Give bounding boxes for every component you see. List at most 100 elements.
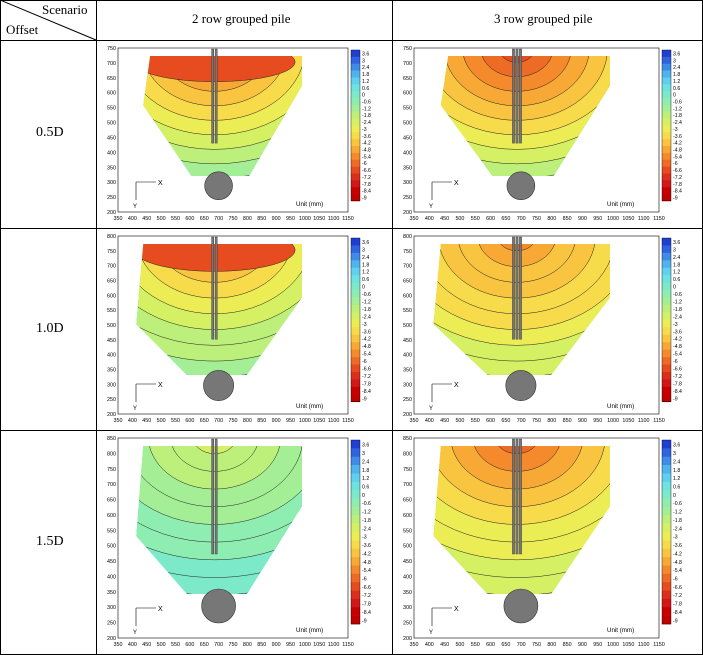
unit-label: Unit (mm) (296, 403, 323, 410)
x-tick-label: 600 (486, 418, 495, 424)
colorbar-swatch (662, 260, 671, 269)
colorbar-tick-label: -1.8 (673, 518, 682, 524)
colorbar-swatch (662, 104, 671, 113)
x-tick-label: 400 (128, 418, 137, 424)
x-tick-label: 700 (214, 418, 223, 424)
x-tick-label: 550 (171, 642, 180, 648)
x-tick-label: 1150 (653, 642, 665, 648)
colorbar-swatch (662, 440, 671, 449)
y-tick-label: 750 (403, 249, 412, 255)
x-tick-label: 650 (200, 418, 209, 424)
colorbar-tick-label: -6 (362, 359, 367, 365)
colorbar-tick-label: 1.8 (362, 262, 369, 268)
x-tick-label: 450 (440, 216, 449, 222)
colorbar-swatch (662, 548, 671, 558)
colorbar-tick-label: -7.8 (673, 182, 682, 188)
x-tick-label: 750 (532, 642, 541, 648)
axis-y-label: Y (133, 630, 137, 636)
colorbar-swatch (351, 63, 360, 71)
colorbar-tick-label: 0 (362, 93, 365, 99)
colorbar-swatch (662, 573, 671, 583)
y-tick-label: 650 (107, 76, 116, 82)
contour-plot-2row-1-0d: X Y Unit (mm) 350 400 450 500 550 600 650 700 750 80… (107, 234, 371, 424)
colorbar-swatch (662, 523, 671, 533)
colorbar-tick-label: -9 (362, 396, 367, 402)
colorbar-swatch (662, 70, 671, 78)
x-tick-label: 400 (425, 418, 434, 424)
colorbar-tick-label: 3.6 (362, 51, 369, 57)
x-tick-label: 350 (410, 216, 419, 222)
x-tick-label: 650 (200, 642, 209, 648)
y-tick-label: 650 (403, 498, 412, 504)
colorbar-tick-label: -3.6 (362, 543, 371, 549)
y-tick-label: 200 (107, 412, 116, 418)
x-tick-label: 1000 (299, 216, 311, 222)
colorbar-swatch (351, 523, 360, 533)
colorbar-tick-label: 3 (673, 58, 676, 64)
x-tick-label: 450 (440, 418, 449, 424)
y-tick-label: 750 (107, 467, 116, 473)
y-tick-label: 300 (403, 382, 412, 388)
colorbar-tick-label: -7.2 (673, 593, 682, 599)
colorbar-tick-label: -4.2 (362, 551, 371, 557)
colorbar-tick-label: -4.2 (362, 337, 371, 343)
colorbar-tick-label: -6 (673, 161, 678, 167)
colorbar-tick-label: -4.2 (362, 141, 371, 147)
colorbar-tick-label: -1.2 (673, 300, 682, 306)
x-tick-label: 900 (578, 216, 587, 222)
y-tick-label: 450 (403, 338, 412, 344)
colorbar-tick-label: 0.6 (673, 277, 680, 283)
x-tick-label: 1150 (342, 642, 354, 648)
x-tick-label: 1050 (622, 418, 634, 424)
x-tick-label: 950 (286, 642, 295, 648)
y-tick-label: 550 (107, 106, 116, 112)
y-tick-label: 350 (403, 165, 412, 171)
colorbar-tick-label: -8.4 (362, 389, 371, 395)
colorbar-swatch (351, 187, 360, 195)
colorbar-tick-label: -4.8 (673, 344, 682, 350)
colorbar-swatch (351, 590, 360, 600)
colorbar-swatch (662, 118, 671, 126)
colorbar-swatch (351, 146, 360, 154)
colorbar-tick-label: 2.4 (362, 65, 369, 71)
x-tick-label: 500 (157, 216, 166, 222)
colorbar-swatch (351, 98, 360, 106)
row-label-1-0d: 1.0D (36, 321, 64, 336)
x-tick-label: 550 (471, 216, 480, 222)
x-tick-label: 1150 (653, 216, 665, 222)
y-tick-label: 550 (403, 106, 412, 112)
y-tick-label: 300 (403, 605, 412, 611)
colorbar-tick-label: 1.2 (362, 476, 369, 482)
colorbar-swatch (351, 245, 360, 254)
x-tick-label: 700 (214, 216, 223, 222)
header-diagonal (0, 0, 97, 41)
x-tick-label: 500 (455, 418, 464, 424)
colorbar-tick-label: 3.6 (673, 51, 680, 57)
colorbar-swatch (662, 180, 671, 188)
axis-y-label: Y (133, 406, 137, 412)
y-tick-label: 400 (403, 150, 412, 156)
x-tick-label: 600 (185, 642, 194, 648)
y-tick-label: 500 (107, 544, 116, 550)
colorbar-swatch (662, 91, 671, 99)
x-tick-label: 1000 (299, 642, 311, 648)
colorbar-swatch (351, 312, 360, 321)
colorbar-swatch (351, 267, 360, 276)
y-tick-label: 800 (107, 451, 116, 457)
colorbar-swatch (351, 565, 360, 575)
colorbar-tick-label: 2.4 (362, 255, 369, 261)
x-tick-label: 950 (593, 642, 602, 648)
y-tick-label: 250 (403, 397, 412, 403)
y-tick-label: 500 (403, 121, 412, 127)
colorbar-swatch (662, 607, 671, 616)
y-tick-label: 600 (403, 513, 412, 519)
colorbar-swatch (351, 557, 360, 566)
colorbar-swatch (351, 540, 360, 550)
colorbar-swatch (662, 194, 671, 202)
y-tick-label: 300 (107, 180, 116, 186)
x-tick-label: 850 (257, 642, 266, 648)
colorbar-swatch (351, 173, 360, 181)
x-tick-label: 600 (486, 642, 495, 648)
colorbar-swatch (351, 319, 360, 328)
colorbar-tick-label: 2.4 (673, 65, 680, 71)
